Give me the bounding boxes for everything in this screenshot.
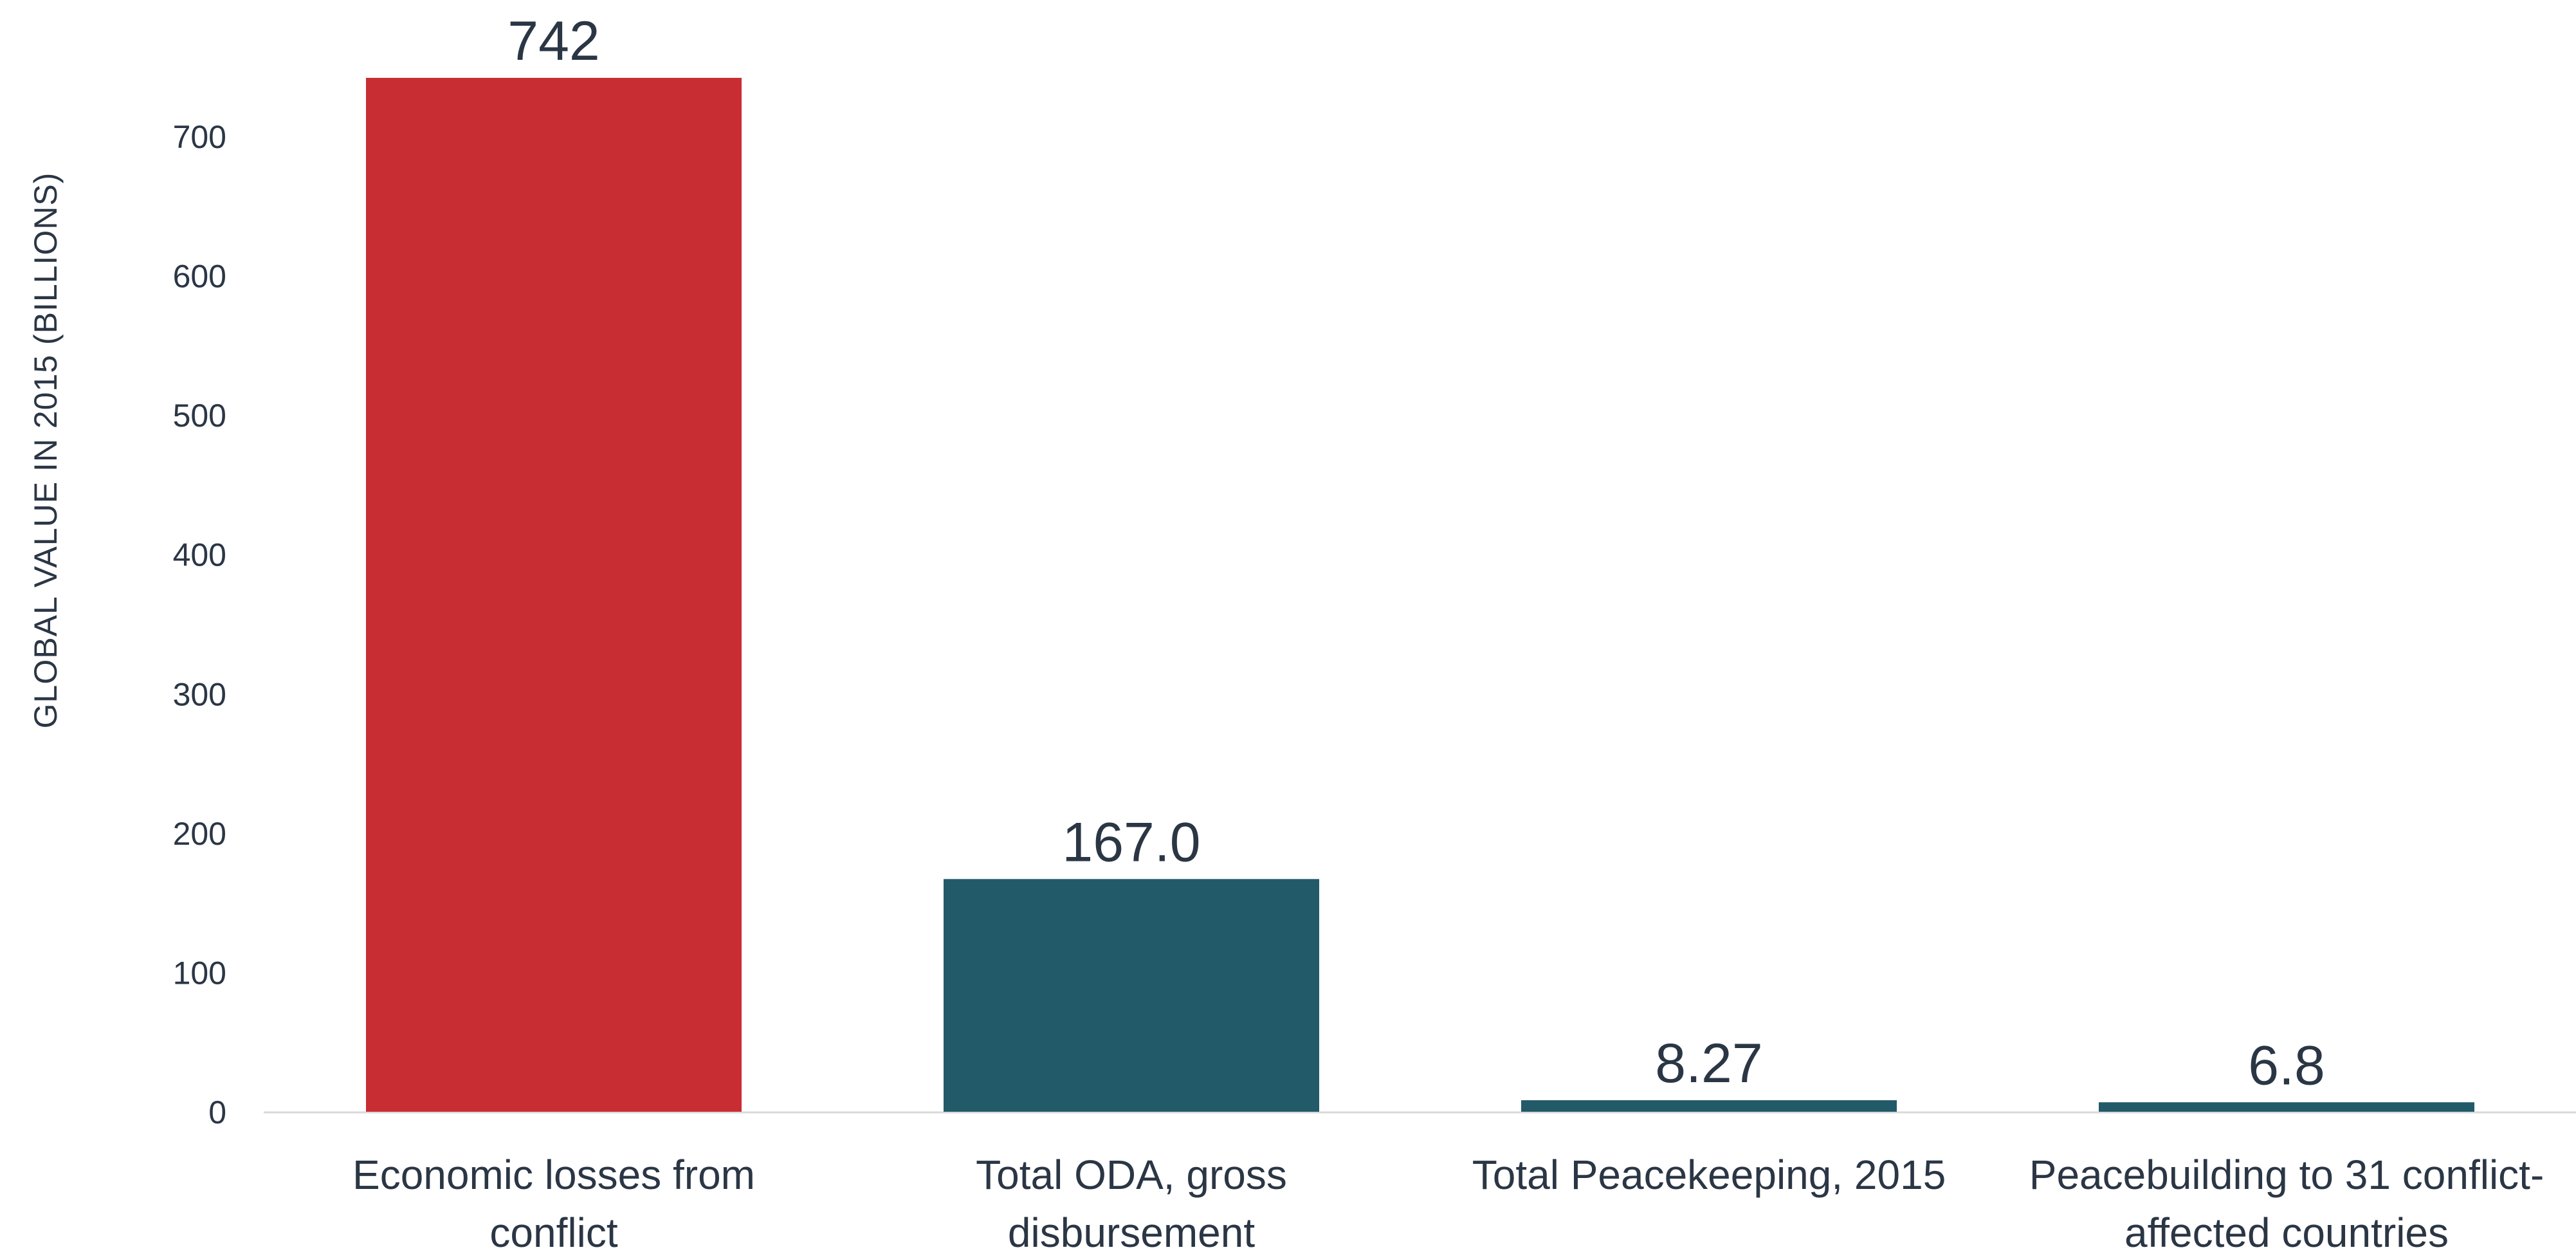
category-label-line: Peacebuilding to 31 conflict-: [2029, 1152, 2544, 1198]
y-axis-title: GLOBAL VALUE IN 2015 (BILLIONS): [28, 172, 64, 729]
category-label-line: conflict: [489, 1210, 617, 1252]
category-label-line: Total ODA, gross: [976, 1152, 1287, 1198]
y-axis-ticks: 0 100 200 300 400 500 600 700: [173, 119, 226, 1130]
category-label-line: Total Peacekeeping, 2015: [1472, 1152, 1946, 1198]
y-tick-label: 100: [173, 955, 226, 991]
bar: [1521, 1100, 1897, 1112]
bar: [366, 78, 742, 1112]
data-labels-group: 742 167.0 8.27 6.8: [507, 10, 2325, 1096]
category-label: Economic losses from conflict: [352, 1152, 755, 1252]
bar: [944, 879, 1319, 1112]
y-tick-label: 300: [173, 676, 226, 712]
y-tick-label: 200: [173, 816, 226, 852]
category-label: Peacebuilding to 31 conflict-affected co…: [2029, 1152, 2544, 1252]
category-label-line: disbursement: [1008, 1210, 1255, 1252]
bar: [2099, 1102, 2474, 1112]
category-label-line: Economic losses from: [352, 1152, 755, 1198]
bar-value-label: 167.0: [1062, 811, 1200, 873]
y-tick-label: 600: [173, 259, 226, 295]
category-label: Total ODA, gross disbursement: [976, 1152, 1287, 1252]
category-label-line: affected countries: [2124, 1210, 2449, 1252]
bar-value-label: 6.8: [2248, 1035, 2325, 1096]
y-tick-label: 700: [173, 119, 226, 155]
y-tick-label: 0: [208, 1094, 226, 1130]
bar-value-label: 742: [507, 10, 600, 72]
category-label: Total Peacekeeping, 2015: [1472, 1152, 1946, 1198]
bars-group: [366, 78, 2474, 1112]
category-labels-group: Economic losses from conflict Total ODA, g…: [352, 1152, 2544, 1252]
y-tick-label: 500: [173, 398, 226, 434]
y-tick-label: 400: [173, 537, 226, 573]
bar-value-label: 8.27: [1655, 1033, 1762, 1094]
